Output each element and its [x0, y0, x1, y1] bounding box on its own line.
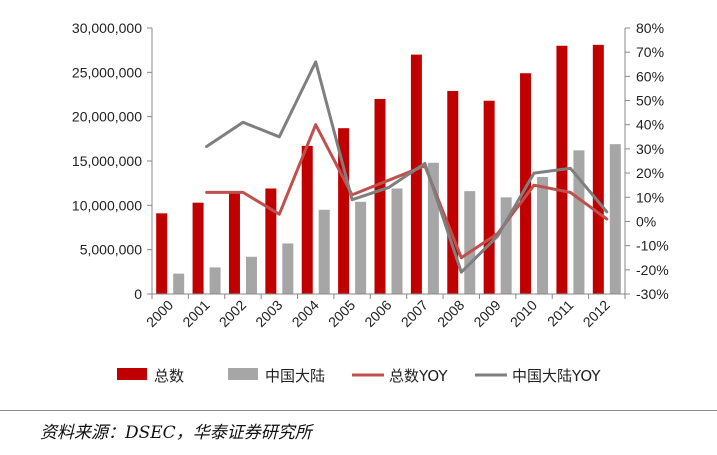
- source-divider: [0, 410, 717, 411]
- bar-total: [374, 98, 386, 294]
- bar-mainland: [173, 273, 185, 294]
- bar-mainland: [355, 201, 367, 294]
- x-axis: 2000 2001 2002 2003 2004 2005 2006 2007 2008 2009…: [143, 293, 626, 330]
- bar-total: [228, 192, 240, 294]
- legend-label: 中国大陆: [265, 367, 325, 385]
- bar-mainland: [391, 188, 403, 294]
- left-tick-label: 0: [134, 286, 142, 302]
- bar-total: [265, 188, 277, 294]
- right-y-axis: -30% -20% -10% 0% 10% 20% 30% 40% 50% 60% 70% 80%: [624, 20, 669, 302]
- bar-total: [338, 128, 350, 294]
- x-tick-label: 2001: [179, 297, 212, 330]
- x-tick-label: 2004: [289, 297, 322, 330]
- left-tick-label: 10,000,000: [72, 197, 142, 213]
- legend-swatch: [228, 368, 258, 380]
- line-total-yoy: [205, 123, 609, 260]
- right-tick-label: 10%: [636, 189, 664, 205]
- x-tick-label: 2011: [544, 297, 577, 330]
- x-tick-label: 2009: [470, 297, 503, 330]
- line-series: [205, 60, 609, 274]
- bar-total: [592, 44, 604, 295]
- left-y-axis: 0 5,000,000 10,000,000 15,000,000 20,000,000…: [72, 20, 153, 302]
- bar-mainland: [282, 243, 294, 294]
- right-tick-label: 40%: [636, 117, 664, 133]
- legend-label: 总数: [154, 367, 184, 385]
- right-tick-label: 30%: [636, 141, 664, 157]
- right-tick-label: -10%: [636, 238, 669, 254]
- bar-total: [447, 90, 459, 294]
- x-tick-label: 2000: [143, 297, 176, 330]
- bar-mainland: [609, 144, 621, 294]
- bar-total: [520, 73, 532, 294]
- x-tick-label: 2012: [580, 297, 613, 330]
- x-tick-label: 2007: [398, 297, 431, 330]
- legend-swatch: [117, 368, 147, 380]
- left-tick-label: 15,000,000: [72, 153, 142, 169]
- bar-mainland: [209, 267, 221, 294]
- right-tick-label: 60%: [636, 68, 664, 84]
- right-tick-label: 0%: [636, 213, 656, 229]
- right-tick-label: -20%: [636, 262, 669, 278]
- x-tick-label: 2005: [325, 297, 358, 330]
- bar-total: [301, 145, 313, 294]
- right-tick-label: 50%: [636, 93, 664, 109]
- bar-mainland: [537, 176, 549, 294]
- x-tick-label: 2003: [252, 297, 285, 330]
- legend: 总数 中国大陆 总数YOY 中国大陆YOY: [117, 367, 601, 385]
- bar-mainland: [427, 162, 439, 294]
- left-tick-label: 25,000,000: [72, 64, 142, 80]
- bar-total: [483, 100, 495, 294]
- bar-mainland: [573, 150, 585, 294]
- bar-total: [192, 202, 204, 294]
- legend-label: 总数YOY: [389, 367, 448, 385]
- x-tick-label: 2006: [361, 297, 394, 330]
- right-tick-label: 80%: [636, 20, 664, 36]
- bar-mainland: [500, 197, 512, 294]
- bar-total: [410, 54, 422, 294]
- x-tick-label: 2008: [434, 297, 467, 330]
- right-tick-label: 70%: [636, 44, 664, 60]
- right-tick-label: 20%: [636, 165, 664, 181]
- bar-mainland: [464, 191, 476, 294]
- bar-mainland: [318, 209, 330, 294]
- bar-total: [156, 213, 168, 294]
- left-tick-label: 5,000,000: [80, 242, 142, 258]
- bar-mainland: [245, 256, 257, 294]
- line-mainland-yoy: [205, 60, 609, 274]
- left-tick-label: 30,000,000: [72, 20, 142, 36]
- right-tick-label: -30%: [636, 286, 669, 302]
- x-tick-label: 2002: [216, 297, 249, 330]
- source-note: 资料来源：DSEC，华泰证券研究所: [40, 423, 312, 443]
- legend-label: 中国大陆YOY: [512, 367, 601, 385]
- left-tick-label: 20,000,000: [72, 109, 142, 125]
- combo-chart: 0 5,000,000 10,000,000 15,000,000 20,000,000…: [72, 20, 669, 385]
- x-tick-label: 2010: [507, 297, 540, 330]
